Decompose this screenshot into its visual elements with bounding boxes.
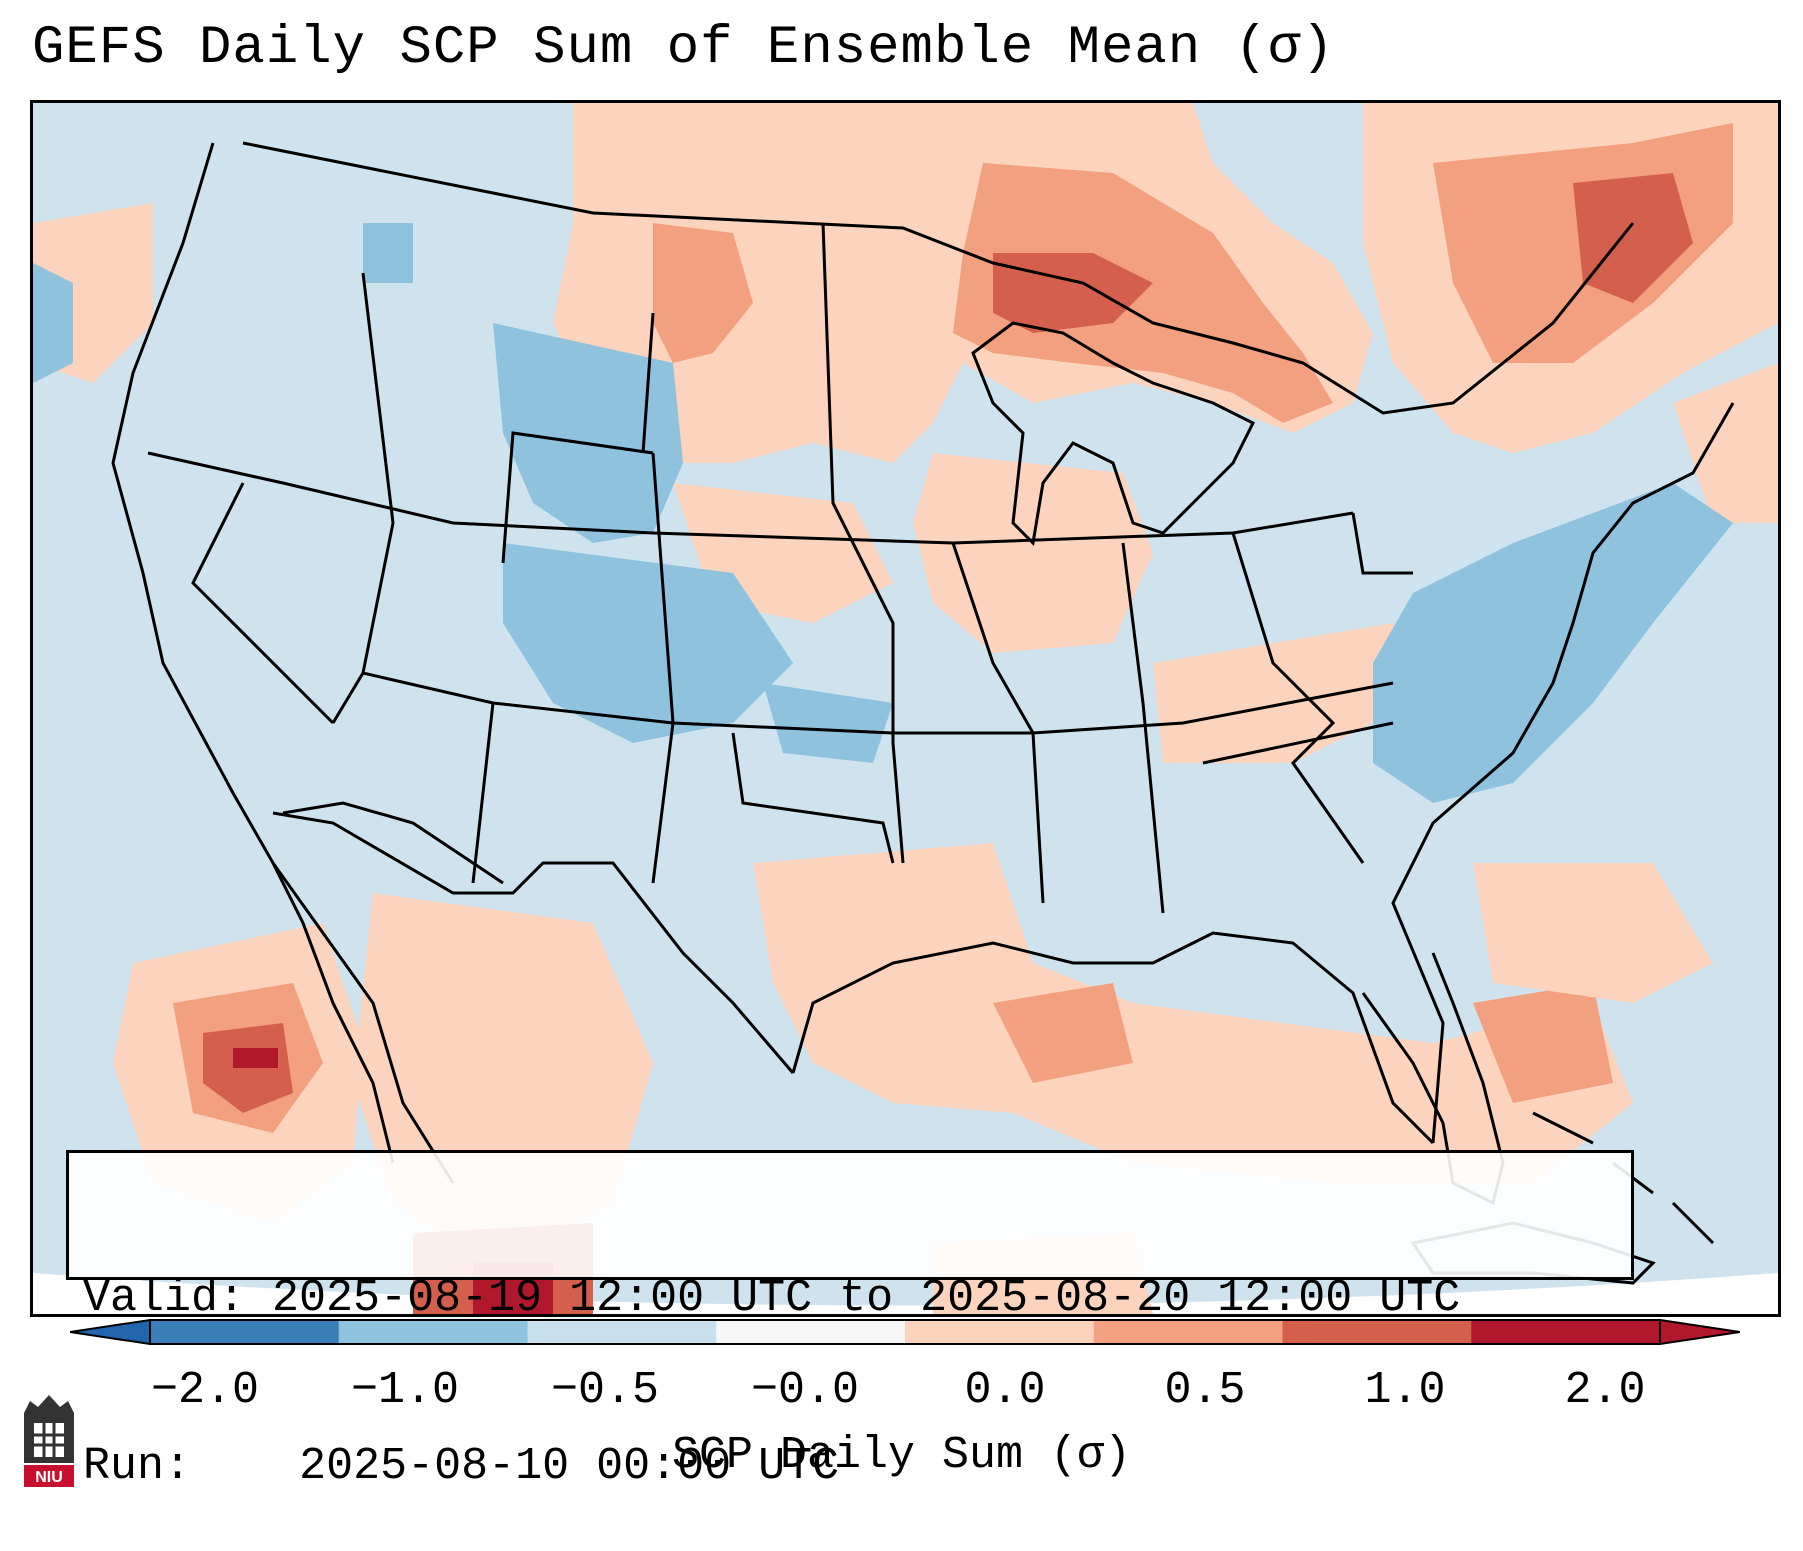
coastline-gulf [791, 931, 1435, 1145]
baja-peninsula [271, 862, 395, 1164]
colorbar [69, 1318, 1741, 1346]
state-line-nc-tn [1202, 721, 1394, 765]
borders [111, 141, 1735, 1285]
anomaly-ohio-valley [1153, 623, 1413, 763]
anomaly-florida-east [1473, 983, 1613, 1103]
state-line-pa [1351, 512, 1413, 575]
negative-anomalies [33, 223, 1733, 803]
state-line-al-ga [1121, 542, 1165, 914]
border-us-canada [242, 141, 1635, 415]
colorbar-tick-label: −1.0 [350, 1365, 460, 1416]
great-lakes [971, 321, 1256, 547]
colorbar-tick-label: 0.5 [1164, 1365, 1246, 1416]
colorbar-bin-5 [1093, 1320, 1283, 1344]
coastline-west [111, 142, 455, 1184]
valid-run-info-box: Valid: 2025-08-19 12:00 UTC to 2025-08-2… [66, 1150, 1634, 1492]
state-line-arizona [282, 801, 504, 885]
colorbar-extend-high [1659, 1318, 1741, 1346]
state-line-nevada [191, 482, 335, 725]
colorbar-bins [150, 1320, 1661, 1344]
positive-anomalies [33, 103, 1778, 1314]
map-panel [30, 100, 1781, 1317]
state-line-wyoming [501, 431, 654, 564]
colorbar-outline [149, 1319, 1661, 1345]
anomaly-gulf-coast [753, 843, 1633, 1183]
state-line-nm-az [471, 702, 495, 884]
anomaly-gulf-core [993, 983, 1133, 1083]
colorbar-tick-label: −0.5 [550, 1365, 660, 1416]
colorbar-title: SCP Daily Sum (σ) [671, 1430, 1132, 1481]
anomaly-quebec-peak [1573, 173, 1693, 303]
colorbar-tick-label: −2.0 [150, 1365, 260, 1416]
valid-value: 2025-08-19 12:00 UTC to 2025-08-20 12:00… [272, 1273, 1461, 1324]
colorbar-svg [69, 1318, 1741, 1346]
colorbar-bin-0 [150, 1320, 340, 1344]
anomaly-colorado [503, 543, 793, 743]
colorbar-tick-label: 1.0 [1364, 1365, 1446, 1416]
anomaly-dakotas [653, 223, 753, 363]
colorbar-bin-7 [1471, 1320, 1661, 1344]
anomaly-baja-max [233, 1048, 278, 1068]
anomaly-wyoming [493, 323, 683, 543]
state-line-ga-sc [1231, 532, 1365, 864]
state-line-utah [361, 272, 395, 674]
logo-text: NIU [35, 1469, 63, 1486]
colorbar-tick-label: 0.0 [964, 1365, 1046, 1416]
colorbar-bin-1 [338, 1320, 528, 1344]
state-line-mo-ar [821, 222, 905, 864]
border-us-mexico [272, 811, 795, 1074]
run-row: Run: 2025-08-10 00:00 UTC [83, 1439, 1631, 1495]
colorbar-bin-3 [716, 1320, 906, 1344]
map-svg [33, 103, 1778, 1314]
chart-title: GEFS Daily SCP Sum of Ensemble Mean (σ) [32, 18, 1335, 79]
state-line-sd [641, 312, 655, 454]
coastline-east [1391, 402, 1735, 1144]
colorbar-tick-label: −0.0 [750, 1365, 860, 1416]
state-line-ms [951, 542, 1045, 904]
colorbar-extend-low [69, 1318, 151, 1346]
valid-row: Valid: 2025-08-19 12:00 UTC to 2025-08-2… [83, 1271, 1631, 1327]
valid-label: Valid: [83, 1273, 246, 1324]
run-value: 2025-08-10 00:00 UTC [299, 1441, 840, 1492]
anomaly-mid-atlantic [1373, 483, 1733, 803]
niu-logo-icon: NIU [24, 1395, 74, 1487]
state-line-ok [731, 732, 895, 864]
anomaly-kansas [763, 683, 893, 763]
colorbar-bin-6 [1282, 1320, 1472, 1344]
state-line-co-ks [651, 452, 675, 884]
anomaly-pacific-west [33, 263, 73, 383]
anomaly-atlantic-ne [1673, 363, 1778, 523]
state-line-2 [331, 671, 1394, 735]
colorbar-bin-4 [905, 1320, 1095, 1344]
anomaly-washington [363, 223, 413, 283]
colorbar-tick-label: 2.0 [1564, 1365, 1646, 1416]
anomaly-atlantic-se [1473, 863, 1713, 1003]
colorbar-bin-2 [527, 1320, 717, 1344]
run-label: Run: [83, 1441, 192, 1492]
